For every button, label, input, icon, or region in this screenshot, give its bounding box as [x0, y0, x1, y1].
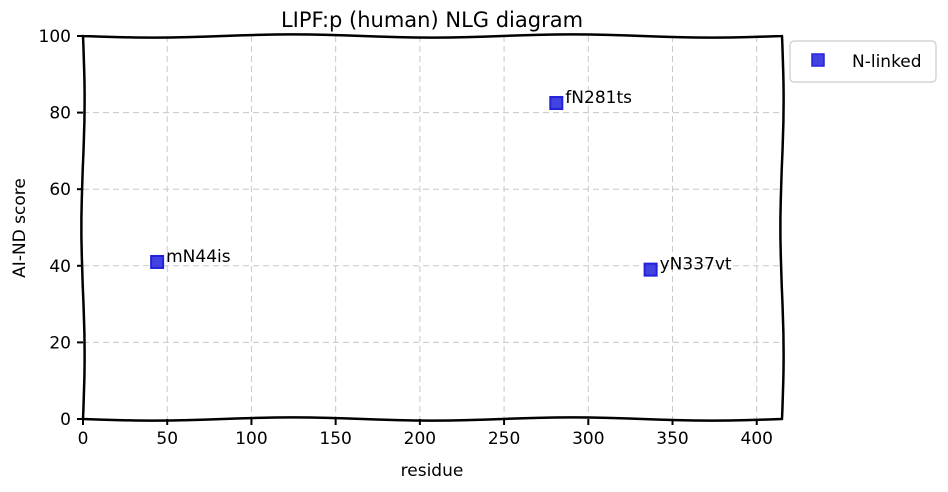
- x-tick-label: 50: [156, 429, 178, 449]
- x-axis-label: residue: [401, 461, 464, 481]
- grid-lines: [83, 36, 782, 419]
- legend: N-linked: [789, 40, 937, 83]
- data-point-marker: [643, 262, 658, 277]
- data-point-marker: [549, 96, 564, 111]
- data-point-marker: [150, 254, 165, 269]
- data-point-label: mN44is: [166, 247, 231, 267]
- y-axis-label: AI-ND score: [10, 178, 30, 278]
- y-tick-label: 100: [39, 27, 71, 47]
- data-points: mN44is fN281ts yN337vt: [150, 88, 732, 277]
- x-tick-label: 300: [572, 429, 604, 449]
- axis-ticks: 0 50 100 150 200 250 300 350 400 0 20 40 60 80 100: [39, 27, 773, 449]
- y-tick-label: 80: [49, 104, 71, 124]
- legend-marker-n-linked: [811, 53, 825, 67]
- x-tick-label: 200: [404, 429, 436, 449]
- data-point-label: fN281ts: [565, 88, 632, 108]
- y-tick-label: 0: [60, 410, 71, 430]
- plot-frame: [80, 33, 785, 422]
- chart-title: LIPF:p (human) NLG diagram: [281, 8, 583, 32]
- x-tick-label: 0: [78, 429, 89, 449]
- x-tick-label: 100: [235, 429, 267, 449]
- legend-label-n-linked: N-linked: [852, 52, 922, 72]
- y-tick-label: 40: [49, 257, 71, 277]
- x-tick-label: 350: [656, 429, 688, 449]
- legend-box: [789, 40, 937, 83]
- x-tick-label: 400: [741, 429, 773, 449]
- y-tick-label: 60: [49, 180, 71, 200]
- data-point-label: yN337vt: [660, 255, 732, 275]
- x-tick-label: 250: [488, 429, 520, 449]
- x-tick-label: 150: [319, 429, 351, 449]
- y-tick-label: 20: [49, 333, 71, 353]
